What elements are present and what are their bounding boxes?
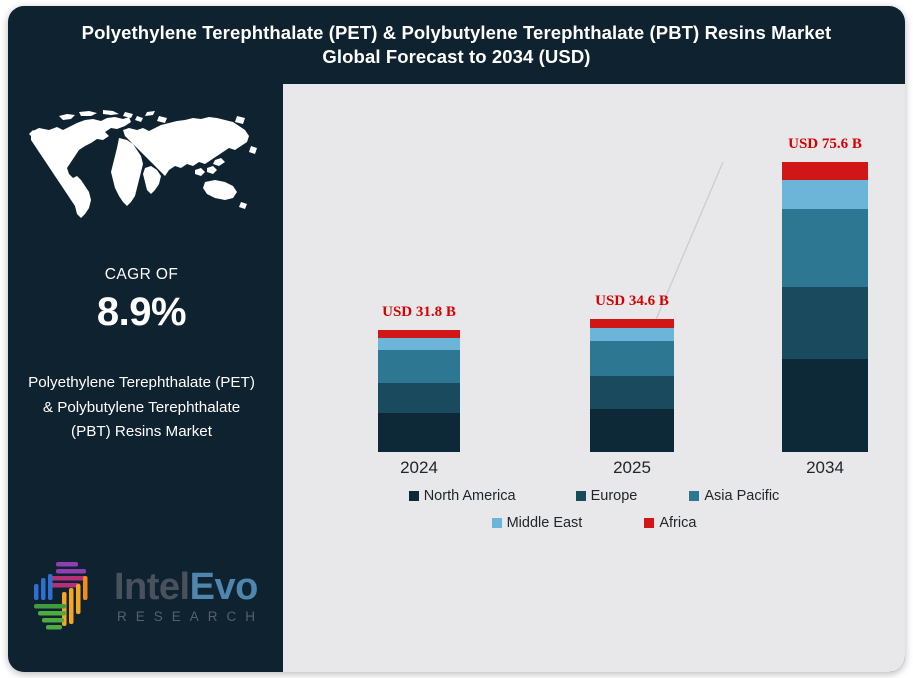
bar-segment: [378, 412, 460, 452]
legend-swatch-icon: [408, 491, 419, 501]
bar-total-label: USD 75.6 B: [788, 136, 862, 153]
legend-label: Africa: [659, 515, 697, 531]
bar-segment: [590, 327, 674, 342]
bar-group-2034[interactable]: USD 75.6 B: [782, 136, 868, 452]
bar-segment: [378, 330, 460, 338]
legend-item-asia-pacific[interactable]: Asia Pacific: [689, 488, 779, 504]
legend-item-middle-east[interactable]: Middle East: [491, 515, 583, 531]
cagr-value: 8.9%: [96, 290, 187, 334]
legend-swatch-icon: [689, 491, 700, 501]
page-title: Polyethylene Terephthalate (PET) & Polyb…: [8, 6, 905, 76]
chart-legend: North America Europe Asia Pacific Middle E…: [283, 488, 905, 542]
bar-segment: [590, 341, 674, 377]
bar-group-2024[interactable]: USD 31.8 B: [378, 304, 460, 452]
bar-segment: [378, 337, 460, 350]
bar-segment: [590, 376, 674, 410]
bar-segment: [378, 349, 460, 383]
cagr-label: CAGR OF: [104, 266, 179, 283]
logo-tagline: RESEARCH: [117, 609, 265, 624]
bar-segment: [782, 286, 868, 360]
bar-total-label: USD 34.6 B: [595, 293, 669, 310]
legend-label: North America: [423, 488, 516, 504]
legend-row-bottom: Middle East Africa: [283, 515, 905, 531]
bar-segment: [782, 180, 868, 210]
chart-panel: USD 31.8 B USD 34.6 B USD 75.6 B 2024 202…: [283, 84, 905, 672]
world-map-icon: [28, 110, 257, 218]
intelevo-pinwheel-icon: [34, 562, 88, 630]
legend-item-africa[interactable]: Africa: [644, 515, 696, 531]
logo-wordmark: Intel Evo: [114, 568, 264, 606]
bar-segment: [378, 382, 460, 413]
bar-stack: [782, 162, 868, 452]
legend-swatch-icon: [575, 491, 586, 501]
legend-item-europe[interactable]: Europe: [575, 488, 638, 504]
bar-total-label: USD 31.8 B: [382, 304, 456, 321]
legend-swatch-icon: [491, 518, 502, 528]
legend-label: Asia Pacific: [704, 488, 780, 504]
title-line-1: Polyethylene Terephthalate (PET) & Polyb…: [81, 21, 832, 43]
x-axis-label-2025: 2025: [613, 458, 651, 477]
bar-segment: [782, 209, 868, 287]
title-line-2: Global Forecast to 2034 (USD): [322, 46, 591, 67]
legend-swatch-icon: [644, 518, 655, 528]
bar-segment: [590, 409, 674, 452]
chart-plot-area: USD 31.8 B USD 34.6 B USD 75.6 B: [283, 84, 905, 452]
market-name: Polyethylene Terephthalate (PET) & Polyb…: [28, 374, 255, 441]
legend-item-north-america[interactable]: North America: [408, 488, 516, 504]
brand-logo: Intel Evo RESEARCH: [28, 556, 264, 636]
bar-group-2025[interactable]: USD 34.6 B: [590, 293, 674, 452]
logo-evo: Evo: [189, 566, 259, 608]
bar-segment: [590, 319, 674, 328]
sidebar: CAGR OF 8.9% Polyethylene Terephthalate …: [8, 76, 275, 672]
bar-segment: [782, 359, 868, 452]
x-axis-labels: 2024 2025 2034: [283, 452, 905, 490]
bar-stack: [590, 319, 674, 452]
logo-text: Intel Evo RESEARCH: [114, 568, 264, 624]
bar-segment: [782, 162, 868, 181]
legend-label: Europe: [590, 488, 638, 504]
legend-label: Middle East: [506, 515, 583, 531]
bar-stack: [378, 330, 460, 452]
legend-row-top: North America Europe Asia Pacific: [283, 488, 905, 504]
infographic-card: Polyethylene Terephthalate (PET) & Polyb…: [8, 6, 905, 672]
x-axis-label-2034: 2034: [806, 458, 844, 477]
logo-intel: Intel: [114, 566, 190, 608]
x-axis-label-2024: 2024: [400, 458, 438, 477]
